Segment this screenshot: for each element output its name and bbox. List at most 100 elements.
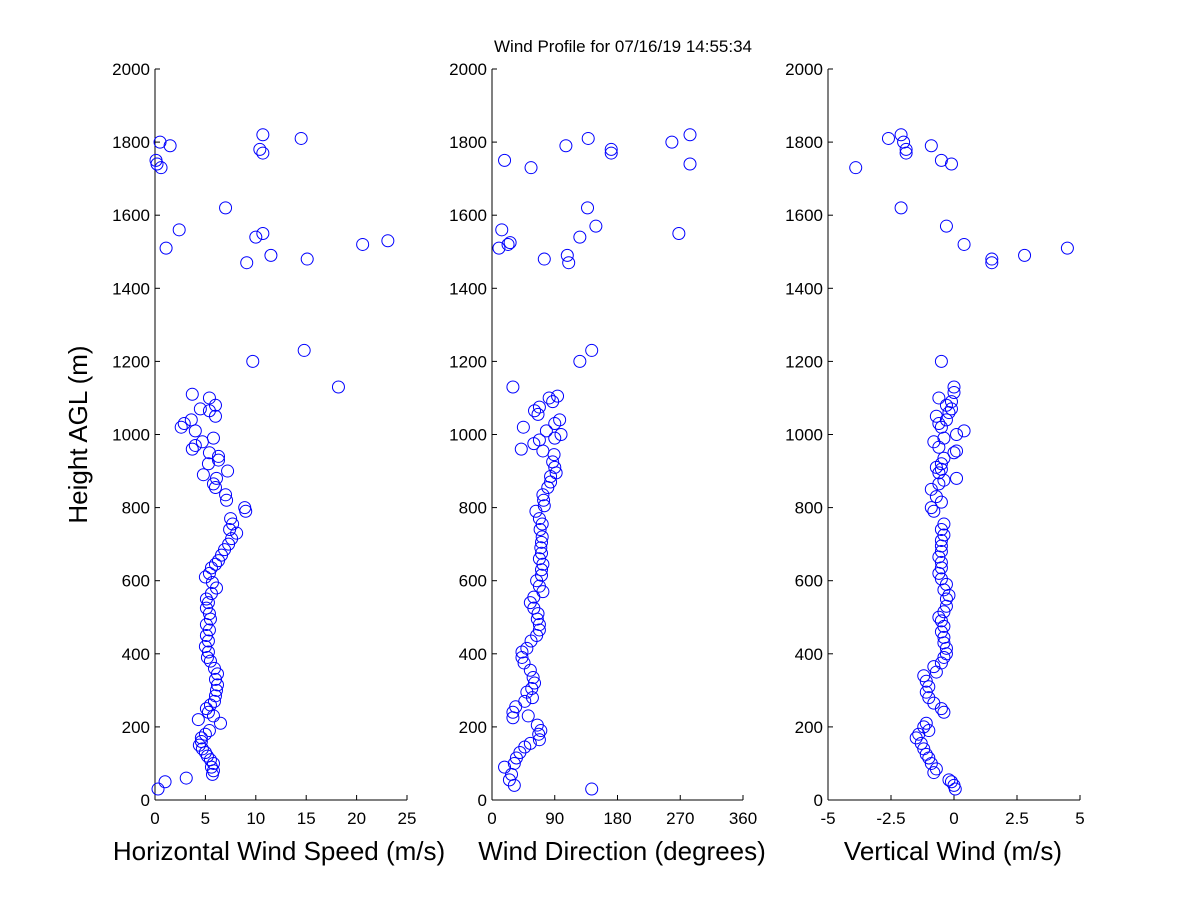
hws-y-tick-label: 1200: [112, 352, 150, 371]
vw-y-tick-label: 1800: [785, 133, 823, 152]
hws-data-point: [221, 464, 235, 478]
hws-data-point: [208, 689, 222, 703]
hws-data-point: [208, 557, 222, 571]
hws-data-point: [151, 782, 165, 796]
wdir-y-tick-label: 1800: [449, 133, 487, 152]
hws-data-point: [219, 201, 233, 215]
vw-data-point: [950, 428, 964, 441]
hws-data-point: [246, 354, 260, 368]
wdir-data-point: [585, 782, 599, 796]
hws-y-tick-label: 800: [122, 499, 150, 518]
wdir-data-point: [495, 223, 509, 237]
hws-data-point: [381, 234, 395, 248]
wdir-y-tick-label: 800: [459, 499, 487, 518]
wdir-data-point: [535, 546, 549, 560]
hws-data-point: [200, 749, 214, 763]
hws-data-point: [202, 724, 216, 738]
wdir-data-point: [559, 139, 573, 153]
hws-x-tick-label: 20: [347, 809, 366, 828]
hws-data-point: [214, 716, 228, 730]
vw-data-point: [937, 517, 951, 531]
wdir-y-tick-label: 1000: [449, 426, 487, 445]
wdir-data-point: [589, 219, 603, 233]
wdir-data-point: [533, 523, 547, 537]
horizontal-wind-speed-panel: 0 200 400 600 800 1000 1200 1400 1600 1800 2000 0 5 1…: [63, 60, 445, 866]
wdir-data-point: [532, 433, 546, 447]
wdir-data-point: [532, 727, 546, 741]
wdir-x-tick-label: 270: [666, 809, 694, 828]
wdir-data-point: [518, 694, 532, 708]
wdir-data-point: [520, 641, 534, 655]
wdir-data-point: [501, 237, 515, 251]
hws-data-point: [194, 731, 208, 745]
hws-x-tick-label: 10: [246, 809, 265, 828]
hws-data-point: [212, 449, 226, 463]
wdir-y-tick-label: 1200: [449, 352, 487, 371]
hws-data-point: [154, 161, 168, 175]
vw-data-point: [985, 252, 999, 266]
hws-data-point: [206, 756, 220, 770]
hws-y-axis-label: Height AGL (m): [63, 345, 93, 523]
wdir-data-point: [516, 420, 530, 434]
hws-data-point: [256, 146, 270, 160]
vw-data-point: [939, 219, 953, 233]
wdir-data-point: [532, 400, 546, 414]
hws-data-point: [195, 742, 209, 756]
hws-data-point: [201, 596, 215, 610]
wdir-data-point: [531, 407, 545, 421]
hws-y-tick-label: 400: [122, 645, 150, 664]
wdir-x-tick-label: 360: [729, 809, 757, 828]
wdir-data-point: [604, 146, 618, 160]
wdir-y-tick-label: 1400: [449, 279, 487, 298]
wdir-data-point: [532, 552, 546, 566]
wdir-data-point: [546, 455, 560, 469]
wdir-data-point: [503, 236, 517, 250]
wdir-data-point: [528, 676, 542, 690]
hws-data-point: [294, 131, 308, 145]
hws-y-tick-label: 2000: [112, 60, 150, 79]
wdir-data-point: [529, 504, 543, 518]
vw-data-point: [934, 420, 948, 434]
wdir-x-tick-label: 180: [603, 809, 631, 828]
hws-data-point: [212, 453, 226, 467]
hws-data-point: [198, 570, 212, 584]
vw-data-point: [944, 157, 958, 171]
wdir-data-point: [573, 230, 587, 244]
wdir-data-point: [498, 153, 512, 167]
vw-data-point: [944, 395, 958, 409]
vw-data-point: [937, 650, 951, 664]
vw-data-point: [897, 135, 911, 149]
hws-y-tick-label: 1800: [112, 133, 150, 152]
vw-y-tick-label: 1600: [785, 206, 823, 225]
hws-data-point: [219, 488, 233, 502]
wdir-y-tick-label: 1600: [449, 206, 487, 225]
hws-data-point: [191, 713, 205, 727]
hws-data-point: [179, 771, 193, 785]
wdir-data-point: [523, 736, 537, 750]
wdir-data-point: [553, 413, 567, 427]
wdir-data-point: [672, 226, 686, 240]
hws-data-point: [185, 387, 199, 401]
vw-x-tick-label: 5: [1075, 809, 1084, 828]
wdir-data-point: [683, 128, 697, 142]
hws-data-point: [206, 431, 220, 445]
wdir-y-tick-label: 2000: [449, 60, 487, 79]
hws-y-tick-label: 1600: [112, 206, 150, 225]
hws-data-point: [193, 402, 207, 416]
hws-data-point: [230, 526, 244, 540]
wdir-data-point: [581, 131, 595, 145]
hws-data-point: [238, 501, 252, 515]
wdir-data-point: [537, 499, 551, 513]
hws-data-point: [185, 442, 199, 456]
vw-data-point: [985, 256, 999, 270]
hws-data-point: [204, 561, 218, 575]
vw-data-point: [1060, 241, 1074, 255]
hws-x-axis-label: Horizontal Wind Speed (m/s): [113, 836, 445, 866]
hws-data-point: [198, 727, 212, 741]
hws-data-point: [177, 417, 191, 431]
hws-data-point: [240, 256, 254, 270]
wdir-y-tick-label: 200: [459, 718, 487, 737]
vw-data-point: [937, 705, 951, 719]
hws-data-point: [188, 424, 202, 438]
hws-data-point: [202, 391, 216, 405]
